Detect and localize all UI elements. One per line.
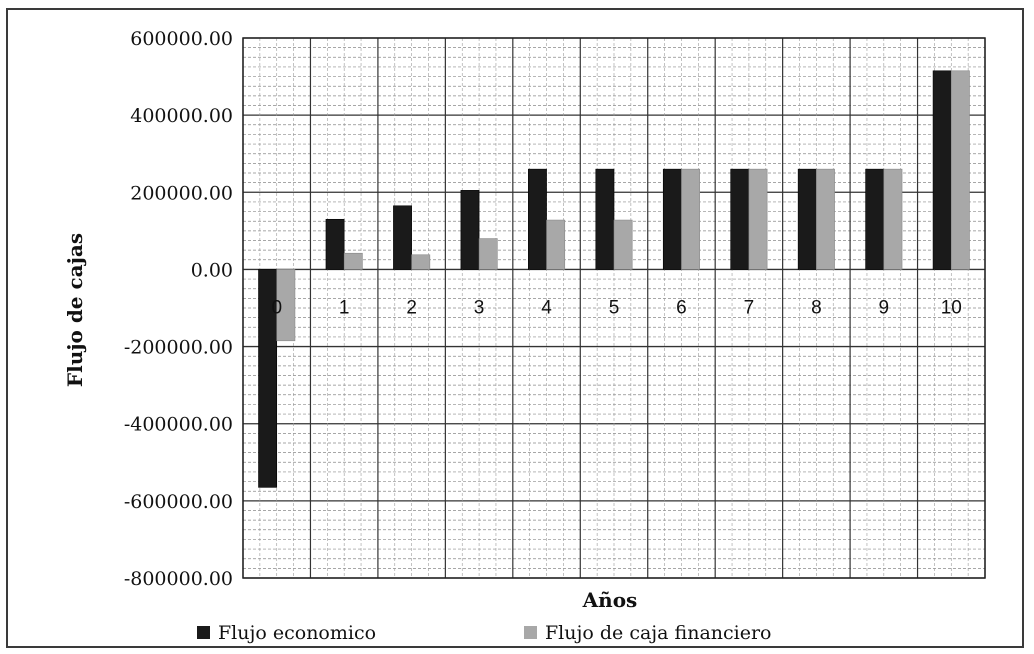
bar-flujo-economico-4 (528, 168, 547, 270)
bar-flujo-economico-6 (662, 168, 682, 270)
bar-flujo-financiero-8 (816, 168, 835, 270)
x-tick-label: 7 (744, 297, 755, 318)
x-tick-label: 1 (339, 297, 350, 318)
bar-flujo-financiero-4 (546, 219, 566, 270)
y-tick-label: -800000.00 (124, 568, 233, 590)
bar-flujo-financiero-3 (478, 238, 498, 270)
bar-flujo-economico-10 (932, 70, 952, 270)
y-tick-label: 0.00 (191, 259, 233, 281)
x-tick-label: 6 (676, 297, 687, 318)
x-tick-label: 9 (879, 297, 890, 318)
bar-flujo-financiero-5 (613, 219, 633, 270)
bar-flujo-economico-8 (797, 168, 817, 270)
y-tick-label: -400000.00 (124, 414, 233, 436)
bar-flujo-economico-5 (595, 168, 615, 270)
x-tick-label: 3 (474, 297, 485, 318)
bar-flujo-economico-1 (325, 218, 345, 270)
bar-flujo-financiero-2 (411, 254, 431, 270)
bar-flujo-economico-2 (393, 205, 412, 270)
bar-flujo-economico-9 (865, 168, 885, 270)
x-tick-label: 0 (271, 297, 282, 318)
legend-swatch-flujo-economico (197, 626, 210, 639)
x-tick-label: 5 (609, 297, 620, 318)
bar-flujo-financiero-10 (950, 70, 970, 270)
y-tick-label: -200000.00 (124, 337, 233, 359)
y-tick-label: 200000.00 (130, 182, 233, 204)
legend: Flujo economico Flujo de caja financiero (197, 622, 772, 644)
bar-flujo-financiero-7 (748, 168, 768, 270)
y-tick-label: 400000.00 (130, 105, 233, 127)
bars (258, 70, 970, 488)
bar-flujo-economico-0 (258, 269, 278, 488)
bar-flujo-economico-3 (460, 190, 480, 270)
x-tick-labels: 0 1 2 3 4 5 6 7 8 9 10 (271, 297, 961, 318)
y-tick-label: 600000.00 (130, 28, 233, 50)
plot-border (242, 37, 986, 579)
legend-swatch-flujo-financiero (524, 626, 537, 639)
legend-label-flujo-financiero: Flujo de caja financiero (545, 622, 772, 644)
x-axis-title: Años (582, 588, 638, 612)
plot-area (242, 37, 986, 579)
legend-label-flujo-economico: Flujo economico (218, 622, 376, 644)
y-tick-labels: 600000.00 400000.00 200000.00 0.00 -200000.0… (124, 28, 233, 590)
bar-flujo-financiero-6 (681, 168, 700, 270)
bar-flujo-financiero-0 (276, 269, 296, 342)
bar-flujo-economico-7 (730, 168, 750, 270)
y-tick-label: -600000.00 (124, 491, 233, 513)
x-tick-label: 8 (811, 297, 822, 318)
y-axis-title: Flujo de cajas (63, 233, 87, 387)
x-tick-label: 2 (406, 297, 417, 318)
bar-flujo-financiero-1 (343, 252, 363, 270)
bar-flujo-financiero-9 (883, 168, 903, 270)
x-tick-label: 10 (941, 297, 962, 318)
x-tick-label: 4 (541, 297, 552, 318)
